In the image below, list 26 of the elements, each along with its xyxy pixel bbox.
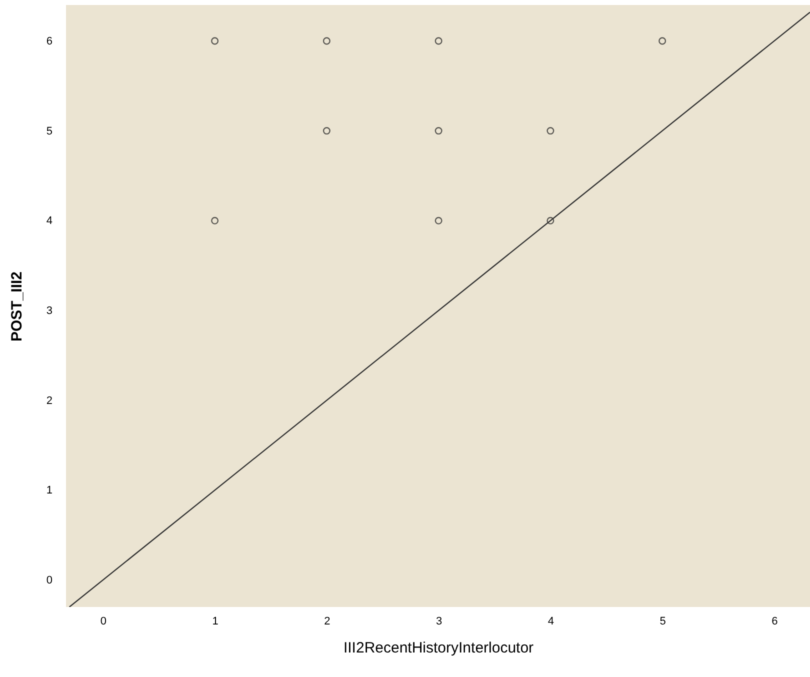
point (434, 37, 442, 45)
x-tick-label: 1 (212, 616, 218, 628)
point (211, 37, 219, 45)
y-axis-title: POST_III2 (8, 271, 26, 342)
y-tick-label: 6 (46, 35, 52, 48)
x-tick-label: 0 (100, 616, 106, 628)
y-tick-label: 3 (46, 304, 52, 317)
x-axis-title: III2RecentHistoryInterlocutor (343, 640, 534, 656)
point (211, 216, 219, 224)
y-tick-label: 5 (46, 125, 52, 138)
point (658, 37, 666, 45)
point (322, 37, 330, 45)
point (434, 216, 442, 224)
point (546, 216, 554, 224)
y-tick-label: 1 (46, 484, 52, 497)
x-tick-label: 5 (660, 616, 666, 628)
point (322, 127, 330, 135)
point (546, 127, 554, 135)
x-tick-label: 2 (324, 616, 330, 628)
y-tick-label: 4 (46, 215, 52, 228)
point (434, 127, 442, 135)
y-tick-label: 0 (46, 574, 52, 587)
y-tick-label: 2 (46, 394, 52, 407)
x-tick-label: 4 (548, 616, 554, 628)
x-tick-label: 6 (772, 616, 778, 628)
x-tick-label: 3 (436, 616, 442, 628)
